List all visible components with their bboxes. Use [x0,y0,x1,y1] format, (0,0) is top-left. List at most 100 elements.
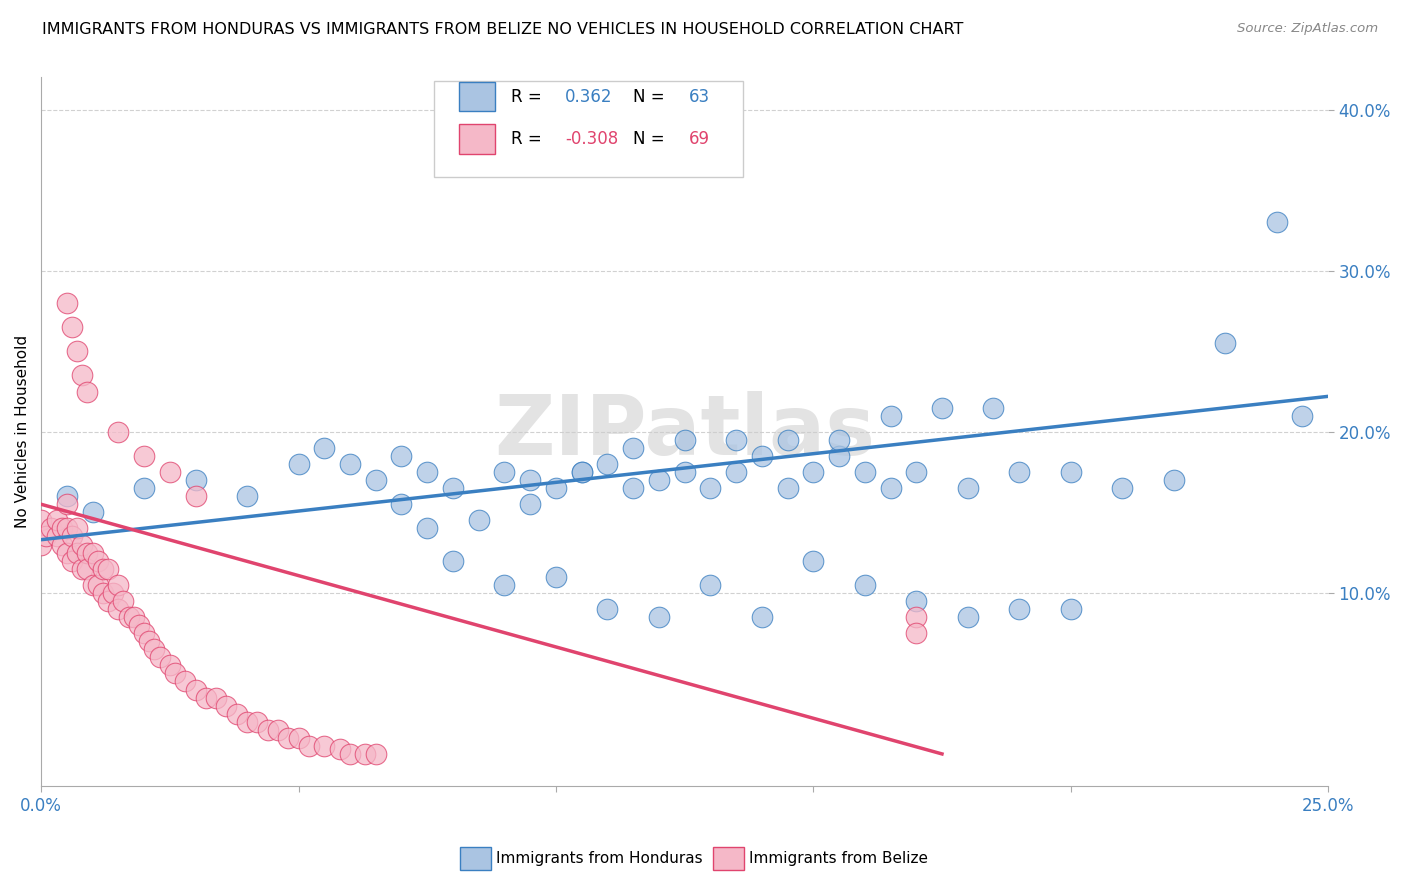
Point [391,449,413,463]
Point [82,505,104,519]
Point [853,578,876,592]
Point [879,481,901,495]
Point [571,465,593,479]
Point [56,489,79,503]
Point [329,742,352,756]
Point [1265,215,1288,229]
Point [298,739,321,753]
Point [184,489,207,503]
Point [112,594,135,608]
Text: ZIPatlas: ZIPatlas [494,392,875,472]
Point [72,562,94,576]
Point [621,441,644,455]
Point [314,441,336,455]
Point [673,465,696,479]
Point [751,449,773,463]
Point [91,586,114,600]
Point [494,465,516,479]
Point [132,449,155,463]
Point [853,465,876,479]
Point [122,610,145,624]
Text: 63: 63 [689,87,710,105]
Point [101,586,124,600]
Point [314,739,336,753]
Point [132,481,155,495]
Point [725,433,748,447]
Point [97,594,120,608]
Point [1008,602,1031,616]
Point [76,562,98,576]
Point [519,497,541,511]
Point [51,537,73,551]
Point [163,666,186,681]
Point [354,747,377,761]
Point [51,521,73,535]
Point [494,578,516,592]
Point [45,529,67,543]
Point [905,626,928,640]
Y-axis label: No Vehicles in Household: No Vehicles in Household [15,335,30,528]
Point [1291,409,1313,423]
Point [143,642,166,657]
Text: R =: R = [510,87,547,105]
Point [107,425,129,439]
Point [174,674,197,689]
Point [983,401,1005,415]
Point [60,529,83,543]
Point [82,578,104,592]
FancyBboxPatch shape [460,82,495,112]
Point [56,296,79,310]
Point [441,481,464,495]
Point [76,384,98,399]
Point [205,690,228,705]
Point [138,634,160,648]
Point [828,449,851,463]
Point [905,594,928,608]
Point [339,457,361,471]
Point [416,465,439,479]
Point [184,682,207,697]
Point [1060,602,1083,616]
Text: 0.362: 0.362 [565,87,613,105]
Point [1111,481,1133,495]
Point [45,513,67,527]
Point [215,698,238,713]
Point [801,554,824,568]
Point [132,626,155,640]
Point [673,433,696,447]
Point [256,723,278,737]
Point [60,554,83,568]
Point [159,465,181,479]
Point [699,578,721,592]
Point [699,481,721,495]
Point [544,481,567,495]
Point [621,481,644,495]
Text: -0.308: -0.308 [565,130,619,148]
Point [956,481,979,495]
Point [97,562,120,576]
Point [159,658,181,673]
Point [267,723,290,737]
Point [66,521,89,535]
Point [287,731,309,745]
Point [441,554,464,568]
Point [72,537,94,551]
Point [35,529,58,543]
Point [41,521,63,535]
Point [467,513,489,527]
Point [87,554,110,568]
Point [56,497,79,511]
Point [364,747,387,761]
Point [776,481,799,495]
Point [596,602,619,616]
Point [246,714,269,729]
Point [87,578,110,592]
Point [391,497,413,511]
Point [66,545,89,559]
Text: IMMIGRANTS FROM HONDURAS VS IMMIGRANTS FROM BELIZE NO VEHICLES IN HOUSEHOLD CORR: IMMIGRANTS FROM HONDURAS VS IMMIGRANTS F… [42,22,963,37]
Point [879,409,901,423]
Point [56,545,79,559]
Point [30,513,52,527]
Point [287,457,309,471]
Text: N =: N = [633,130,671,148]
